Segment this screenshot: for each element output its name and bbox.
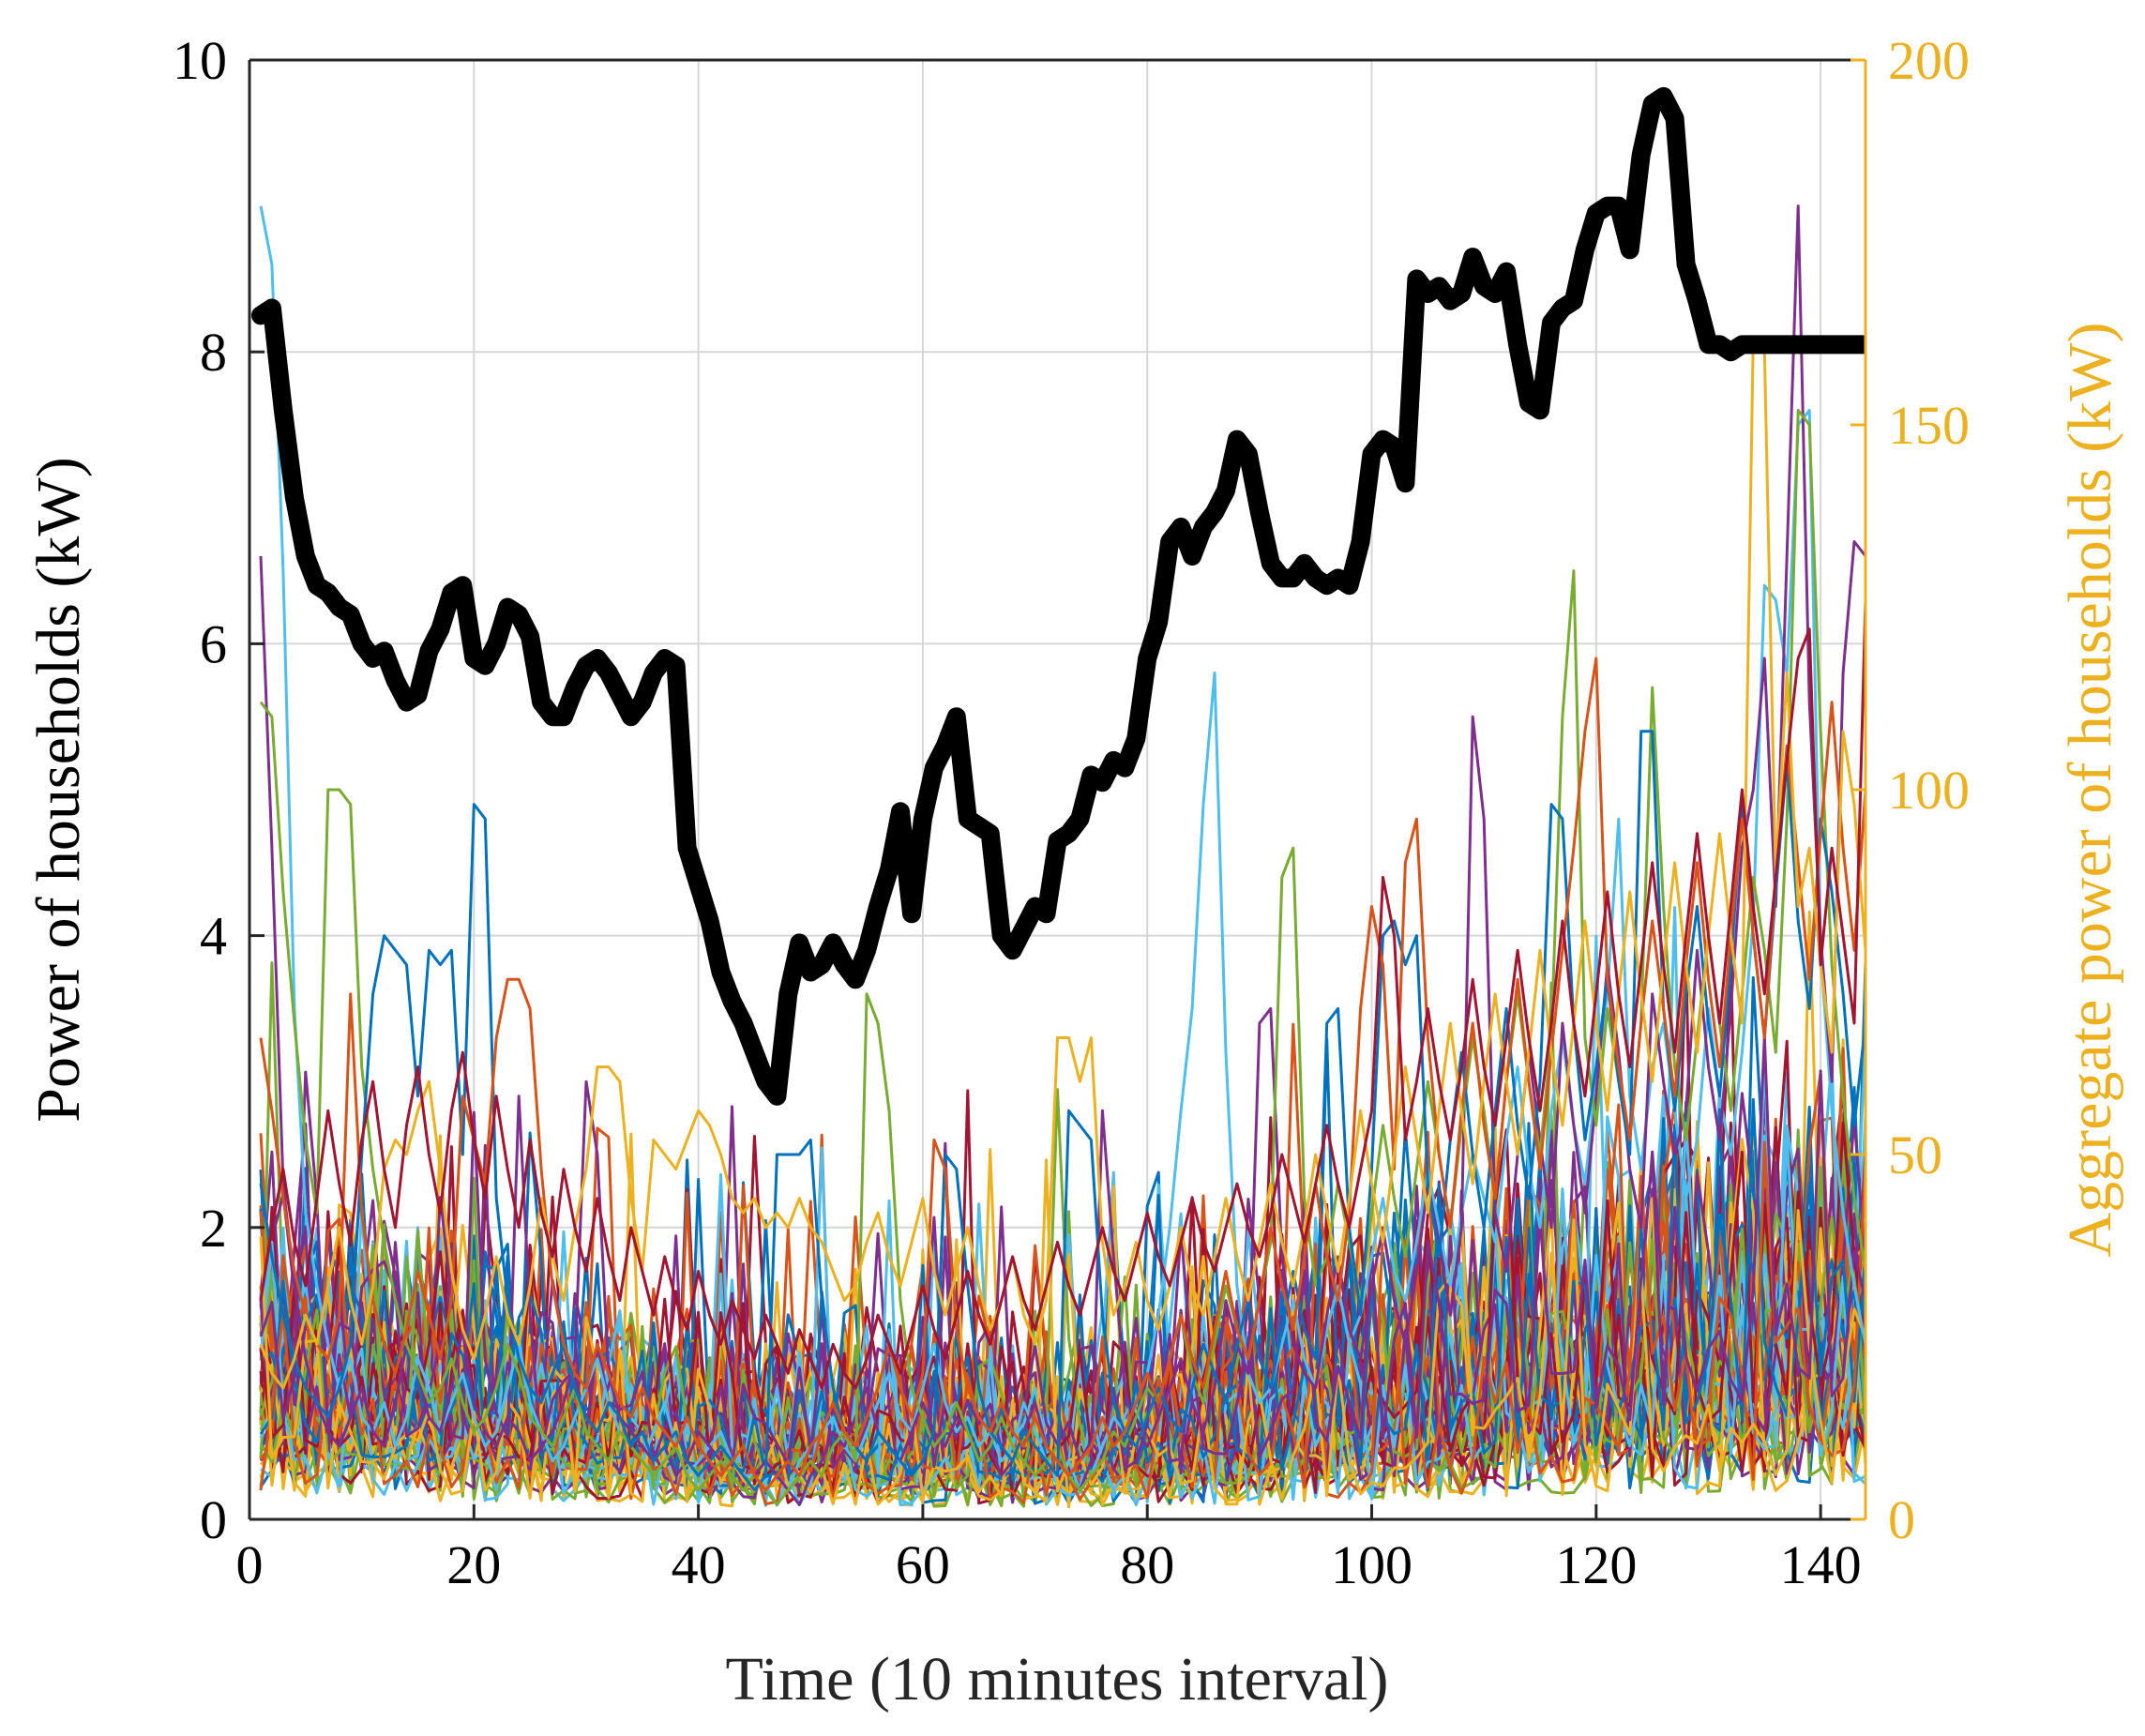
y2-tick-label: 200 [1888, 30, 1970, 91]
x-tick-label: 20 [446, 1534, 501, 1595]
household-trace-household-07 [259, 599, 1866, 1390]
axes [248, 58, 1867, 1521]
x-tick-label: 40 [672, 1534, 726, 1595]
household-trace-household-05 [259, 657, 1866, 1492]
household-trace-household-04 [259, 730, 1866, 1492]
y-tick-label: 0 [200, 1489, 227, 1550]
x-tick-label: 100 [1331, 1534, 1412, 1595]
y-axis-label: Power of households (kW) [24, 457, 93, 1122]
household-trace [260, 1131, 1866, 1495]
y2-axis-label: Aggregate power of households (kW) [2056, 322, 2124, 1257]
household-trace [259, 1034, 1866, 1471]
y-tick-label: 4 [200, 906, 227, 967]
aggregate-line [251, 86, 1866, 1106]
y-tick-label: 10 [173, 30, 227, 91]
y2-tick-label: 150 [1888, 395, 1970, 456]
aggregate-trace [251, 86, 1866, 1106]
x-axis-label: Time (10 minutes interval) [726, 1645, 1389, 1713]
x-tick-label: 60 [896, 1534, 950, 1595]
household-trace-household-03 [259, 408, 1866, 1506]
household-traces [259, 204, 1866, 1509]
y-tick-label: 8 [200, 322, 227, 383]
y2-tick-label: 0 [1888, 1489, 1915, 1550]
y-tick-label: 2 [200, 1198, 227, 1259]
x-tick-label: 140 [1780, 1534, 1862, 1595]
x-tick-label: 0 [236, 1534, 264, 1595]
y-tick-label: 6 [200, 613, 227, 674]
x-tick-label: 120 [1555, 1534, 1637, 1595]
y2-tick-label: 100 [1888, 760, 1970, 821]
household-trace [259, 1158, 1866, 1506]
household-trace-household-06 [259, 336, 1866, 1390]
x-tick-label: 80 [1120, 1534, 1174, 1595]
y2-tick-label: 50 [1888, 1125, 1942, 1185]
